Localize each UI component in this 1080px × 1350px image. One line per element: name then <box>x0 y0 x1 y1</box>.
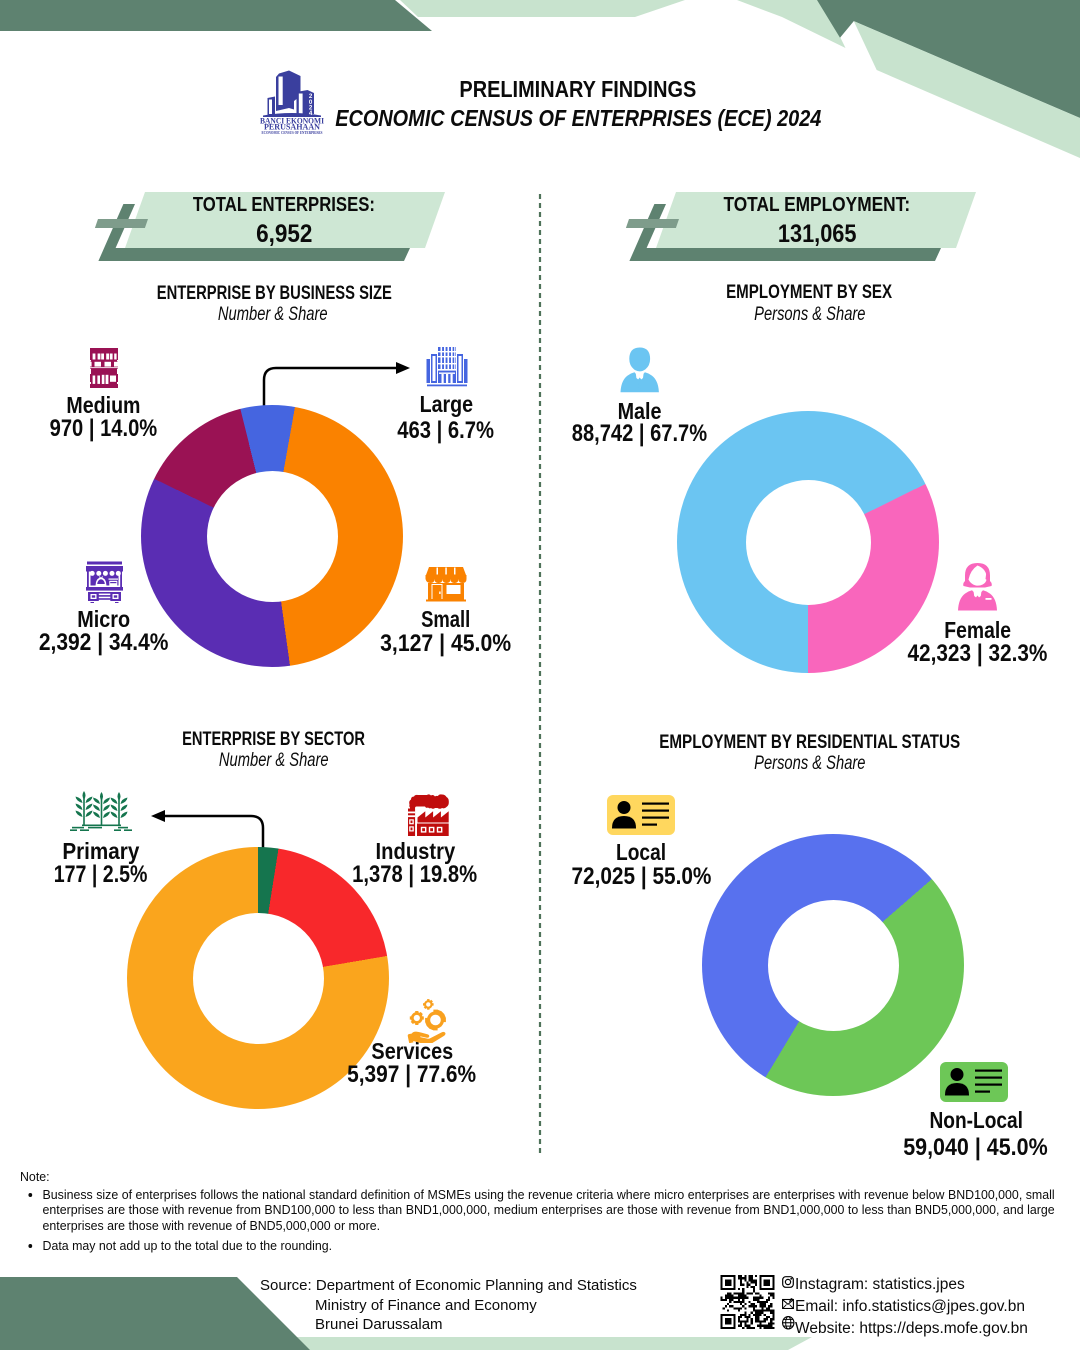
svg-text:PERUSAHAAN: PERUSAHAAN <box>264 122 320 131</box>
svg-text:0: 0 <box>309 99 313 106</box>
svg-text:2: 2 <box>309 93 313 100</box>
svg-text:ECONOMIC CENSUS OF ENTERPRISES: ECONOMIC CENSUS OF ENTERPRISES <box>262 131 323 135</box>
svg-text:4: 4 <box>309 110 313 117</box>
svg-text:BANCI EKONOMI: BANCI EKONOMI <box>260 117 324 126</box>
svg-text:2: 2 <box>309 105 313 112</box>
